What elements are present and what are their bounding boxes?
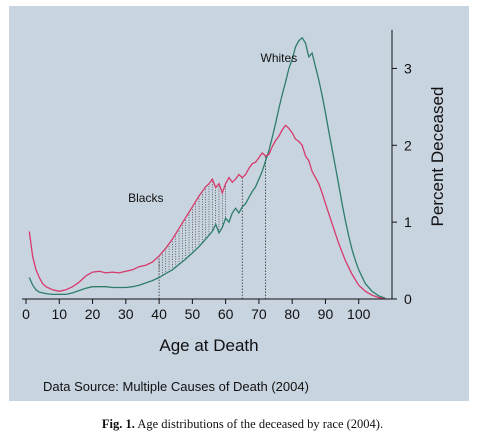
series-label-blacks: Blacks [128, 191, 163, 205]
x-tick-label: 10 [51, 306, 67, 322]
caption-label: Fig. 1. [101, 417, 135, 431]
y-tick-label: 1 [404, 214, 412, 230]
y-tick-label: 3 [404, 60, 412, 76]
x-tick-label: 30 [118, 306, 134, 322]
x-axis-title: Age at Death [159, 336, 258, 355]
y-tick-label: 2 [404, 137, 412, 153]
data-source-note: Data Source: Multiple Causes of Death (2… [43, 379, 309, 394]
x-tick-label: 100 [347, 306, 371, 322]
series-lines [28, 36, 386, 300]
series-line-blacks [28, 124, 386, 300]
figure-caption: Fig. 1. Age distributions of the decease… [0, 417, 485, 432]
series-labels: Whites Blacks [128, 51, 297, 205]
caption-text: Age distributions of the deceased by rac… [137, 417, 384, 431]
x-tick-label: 80 [284, 306, 300, 322]
x-tick-label: 70 [251, 306, 267, 322]
x-tick-label: 20 [85, 306, 101, 322]
chart-figure: 0 10 20 30 40 50 60 70 80 90 100 0 1 2 3 Whites Blacks … [9, 6, 469, 401]
axes: 0 10 20 30 40 50 60 70 80 90 100 0 1 2 3 [22, 30, 412, 322]
x-tick-label: 90 [318, 306, 334, 322]
x-tick-label: 60 [218, 306, 234, 322]
hatched-region [158, 179, 226, 278]
series-line-whites [28, 36, 386, 299]
x-tick-label: 50 [185, 306, 201, 322]
x-tick-label: 0 [22, 306, 30, 322]
series-label-whites: Whites [261, 51, 298, 65]
y-axis-title: Percent Deceased [428, 87, 447, 227]
x-tick-label: 40 [151, 306, 167, 322]
y-tick-label: 0 [404, 291, 412, 307]
